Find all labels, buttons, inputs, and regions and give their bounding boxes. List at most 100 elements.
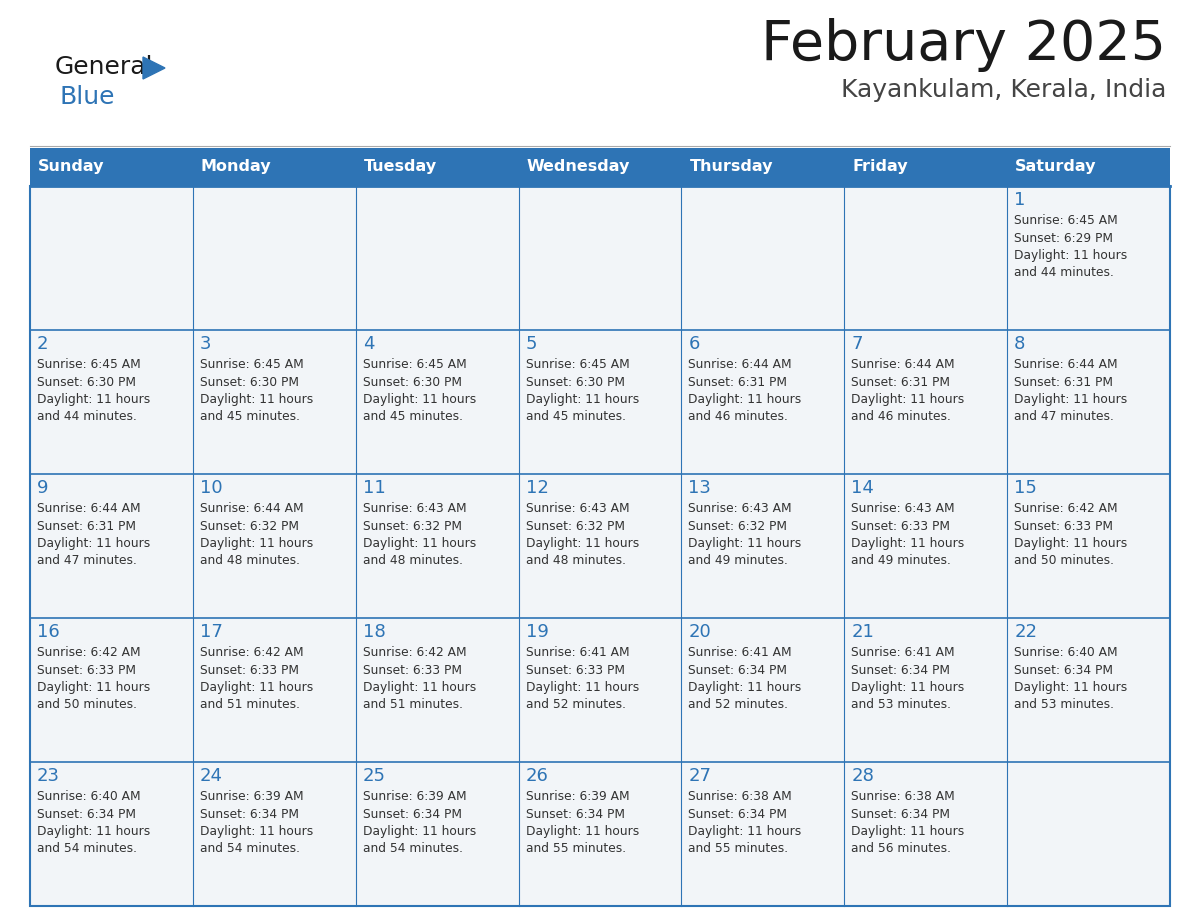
Polygon shape [143,57,165,79]
Text: Sunrise: 6:39 AM
Sunset: 6:34 PM
Daylight: 11 hours
and 55 minutes.: Sunrise: 6:39 AM Sunset: 6:34 PM Dayligh… [525,790,639,856]
Text: Sunrise: 6:39 AM
Sunset: 6:34 PM
Daylight: 11 hours
and 54 minutes.: Sunrise: 6:39 AM Sunset: 6:34 PM Dayligh… [200,790,314,856]
Text: 24: 24 [200,767,223,785]
Text: Sunrise: 6:41 AM
Sunset: 6:34 PM
Daylight: 11 hours
and 53 minutes.: Sunrise: 6:41 AM Sunset: 6:34 PM Dayligh… [852,646,965,711]
Text: 18: 18 [362,623,385,641]
Text: 20: 20 [688,623,712,641]
Bar [682,474,845,618]
Text: 12: 12 [525,479,549,497]
Bar [682,618,845,762]
Text: Sunrise: 6:44 AM
Sunset: 6:31 PM
Daylight: 11 hours
and 47 minutes.: Sunrise: 6:44 AM Sunset: 6:31 PM Dayligh… [37,502,150,567]
Bar [1007,618,1170,762]
Text: 14: 14 [852,479,874,497]
Text: 1: 1 [1015,191,1025,209]
Bar [355,330,519,474]
Bar [845,762,1007,906]
Text: 25: 25 [362,767,386,785]
Bar [1007,186,1170,330]
Bar [682,330,845,474]
Bar [192,618,355,762]
Text: 9: 9 [37,479,49,497]
Text: Sunrise: 6:45 AM
Sunset: 6:30 PM
Daylight: 11 hours
and 45 minutes.: Sunrise: 6:45 AM Sunset: 6:30 PM Dayligh… [362,358,476,423]
Text: 27: 27 [688,767,712,785]
Text: 2: 2 [37,335,49,353]
Text: Sunrise: 6:42 AM
Sunset: 6:33 PM
Daylight: 11 hours
and 50 minutes.: Sunrise: 6:42 AM Sunset: 6:33 PM Dayligh… [1015,502,1127,567]
Text: Saturday: Saturday [1015,160,1097,174]
Bar [30,474,192,618]
Bar [845,186,1007,330]
Bar [1007,762,1170,906]
Text: Monday: Monday [201,160,272,174]
Text: 4: 4 [362,335,374,353]
Bar [682,186,845,330]
Bar [30,618,192,762]
Text: 3: 3 [200,335,211,353]
Text: Sunrise: 6:45 AM
Sunset: 6:30 PM
Daylight: 11 hours
and 45 minutes.: Sunrise: 6:45 AM Sunset: 6:30 PM Dayligh… [200,358,314,423]
Text: Thursday: Thursday [689,160,773,174]
Text: 16: 16 [37,623,59,641]
Text: Sunrise: 6:45 AM
Sunset: 6:30 PM
Daylight: 11 hours
and 44 minutes.: Sunrise: 6:45 AM Sunset: 6:30 PM Dayligh… [37,358,150,423]
Bar [355,762,519,906]
Bar [519,474,682,618]
Text: Sunrise: 6:44 AM
Sunset: 6:32 PM
Daylight: 11 hours
and 48 minutes.: Sunrise: 6:44 AM Sunset: 6:32 PM Dayligh… [200,502,314,567]
Bar [519,618,682,762]
Text: General: General [55,55,153,79]
Text: Friday: Friday [852,160,908,174]
Text: 11: 11 [362,479,385,497]
Text: 10: 10 [200,479,222,497]
Text: 7: 7 [852,335,862,353]
Bar [192,474,355,618]
Text: Sunrise: 6:44 AM
Sunset: 6:31 PM
Daylight: 11 hours
and 46 minutes.: Sunrise: 6:44 AM Sunset: 6:31 PM Dayligh… [852,358,965,423]
Text: Sunrise: 6:40 AM
Sunset: 6:34 PM
Daylight: 11 hours
and 53 minutes.: Sunrise: 6:40 AM Sunset: 6:34 PM Dayligh… [1015,646,1127,711]
Bar [845,330,1007,474]
Text: Kayankulam, Kerala, India: Kayankulam, Kerala, India [841,78,1165,102]
Bar [192,186,355,330]
Bar [30,762,192,906]
Text: 15: 15 [1015,479,1037,497]
Bar [682,762,845,906]
Bar [355,618,519,762]
Bar [845,474,1007,618]
Text: Sunrise: 6:43 AM
Sunset: 6:32 PM
Daylight: 11 hours
and 49 minutes.: Sunrise: 6:43 AM Sunset: 6:32 PM Dayligh… [688,502,802,567]
Text: Sunrise: 6:40 AM
Sunset: 6:34 PM
Daylight: 11 hours
and 54 minutes.: Sunrise: 6:40 AM Sunset: 6:34 PM Dayligh… [37,790,150,856]
Text: Sunrise: 6:43 AM
Sunset: 6:32 PM
Daylight: 11 hours
and 48 minutes.: Sunrise: 6:43 AM Sunset: 6:32 PM Dayligh… [525,502,639,567]
Bar [192,330,355,474]
Bar [30,330,192,474]
Text: 21: 21 [852,623,874,641]
Bar [1007,330,1170,474]
Bar [30,186,1170,906]
Text: 6: 6 [688,335,700,353]
Bar [845,618,1007,762]
Bar [519,330,682,474]
Text: Sunrise: 6:43 AM
Sunset: 6:33 PM
Daylight: 11 hours
and 49 minutes.: Sunrise: 6:43 AM Sunset: 6:33 PM Dayligh… [852,502,965,567]
Text: Sunrise: 6:38 AM
Sunset: 6:34 PM
Daylight: 11 hours
and 55 minutes.: Sunrise: 6:38 AM Sunset: 6:34 PM Dayligh… [688,790,802,856]
Text: Tuesday: Tuesday [364,160,437,174]
Text: 19: 19 [525,623,549,641]
Bar [519,762,682,906]
Text: 26: 26 [525,767,549,785]
Text: 5: 5 [525,335,537,353]
Text: 17: 17 [200,623,222,641]
Text: Sunrise: 6:41 AM
Sunset: 6:33 PM
Daylight: 11 hours
and 52 minutes.: Sunrise: 6:41 AM Sunset: 6:33 PM Dayligh… [525,646,639,711]
Text: 8: 8 [1015,335,1025,353]
Bar [519,186,682,330]
Text: 13: 13 [688,479,712,497]
Text: Sunrise: 6:45 AM
Sunset: 6:29 PM
Daylight: 11 hours
and 44 minutes.: Sunrise: 6:45 AM Sunset: 6:29 PM Dayligh… [1015,214,1127,279]
Text: 28: 28 [852,767,874,785]
Bar [30,186,192,330]
Text: Blue: Blue [59,85,114,109]
Text: Sunrise: 6:38 AM
Sunset: 6:34 PM
Daylight: 11 hours
and 56 minutes.: Sunrise: 6:38 AM Sunset: 6:34 PM Dayligh… [852,790,965,856]
Text: Sunrise: 6:42 AM
Sunset: 6:33 PM
Daylight: 11 hours
and 51 minutes.: Sunrise: 6:42 AM Sunset: 6:33 PM Dayligh… [200,646,314,711]
Text: Sunrise: 6:42 AM
Sunset: 6:33 PM
Daylight: 11 hours
and 50 minutes.: Sunrise: 6:42 AM Sunset: 6:33 PM Dayligh… [37,646,150,711]
Text: 22: 22 [1015,623,1037,641]
Text: February 2025: February 2025 [762,18,1165,72]
Bar [355,186,519,330]
Bar [192,762,355,906]
Text: Wednesday: Wednesday [526,160,630,174]
Text: 23: 23 [37,767,61,785]
Text: Sunrise: 6:44 AM
Sunset: 6:31 PM
Daylight: 11 hours
and 47 minutes.: Sunrise: 6:44 AM Sunset: 6:31 PM Dayligh… [1015,358,1127,423]
Text: Sunrise: 6:45 AM
Sunset: 6:30 PM
Daylight: 11 hours
and 45 minutes.: Sunrise: 6:45 AM Sunset: 6:30 PM Dayligh… [525,358,639,423]
Text: Sunrise: 6:42 AM
Sunset: 6:33 PM
Daylight: 11 hours
and 51 minutes.: Sunrise: 6:42 AM Sunset: 6:33 PM Dayligh… [362,646,476,711]
Bar [30,148,1170,186]
Bar [1007,474,1170,618]
Text: Sunrise: 6:44 AM
Sunset: 6:31 PM
Daylight: 11 hours
and 46 minutes.: Sunrise: 6:44 AM Sunset: 6:31 PM Dayligh… [688,358,802,423]
